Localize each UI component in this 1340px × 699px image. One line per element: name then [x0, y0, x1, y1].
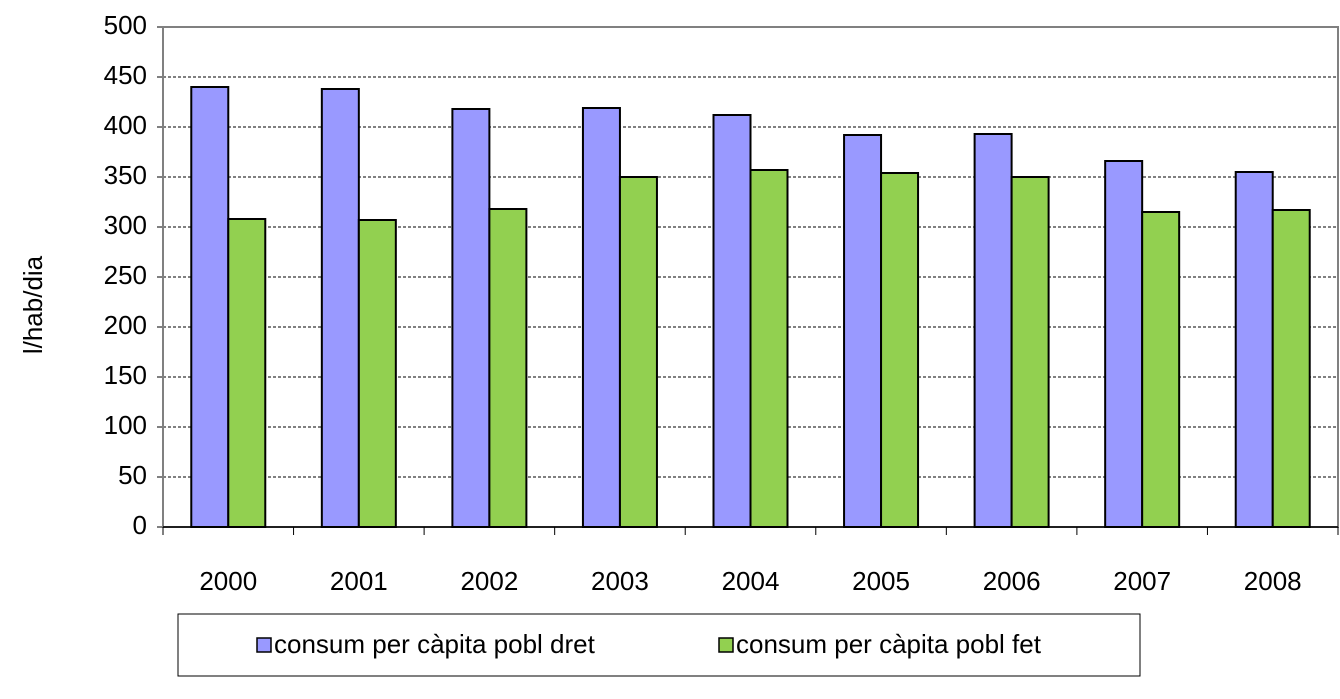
x-tick-label: 2005: [852, 566, 910, 596]
x-tick-label: 2002: [460, 566, 518, 596]
bar: [1141, 211, 1181, 528]
bar: [618, 176, 658, 528]
legend-box: [177, 613, 1141, 677]
bar: [357, 219, 397, 528]
x-tick-label: 2008: [1244, 566, 1302, 596]
y-tick-label: 400: [104, 110, 147, 140]
bar: [488, 208, 528, 528]
x-tick-label: 2003: [591, 566, 649, 596]
y-axis-label: l/hab/dia: [18, 255, 48, 354]
y-tick-label: 350: [104, 160, 147, 190]
x-tick-label: 2007: [1113, 566, 1171, 596]
bar: [843, 134, 883, 528]
y-tick-label: 500: [104, 10, 147, 40]
bar: [1271, 209, 1311, 528]
x-tick-label: 2001: [330, 566, 388, 596]
y-tick-label: 150: [104, 360, 147, 390]
legend-swatch: [718, 637, 734, 653]
bar: [1104, 160, 1144, 528]
x-tick-label: 2000: [199, 566, 257, 596]
bar: [1234, 171, 1274, 528]
y-tick-label: 50: [118, 460, 147, 490]
y-tick-label: 200: [104, 310, 147, 340]
bar: [581, 107, 621, 528]
bar: [320, 88, 360, 528]
bar: [451, 108, 491, 528]
x-tick-label: 2006: [983, 566, 1041, 596]
legend-label: consum per càpita pobl dret: [274, 629, 596, 659]
y-tick-label: 0: [133, 510, 147, 540]
y-tick-label: 250: [104, 260, 147, 290]
y-tick-label: 100: [104, 410, 147, 440]
legend-label: consum per càpita pobl fet: [736, 629, 1042, 659]
bar: [227, 218, 267, 528]
bar: [1010, 176, 1050, 528]
y-tick-label: 450: [104, 60, 147, 90]
bar: [880, 172, 920, 528]
x-tick-label: 2004: [722, 566, 780, 596]
bar: [190, 86, 230, 528]
y-tick-label: 300: [104, 210, 147, 240]
bar: [749, 169, 789, 528]
bar: [973, 133, 1013, 528]
bar: [712, 114, 752, 528]
legend-swatch: [256, 637, 272, 653]
